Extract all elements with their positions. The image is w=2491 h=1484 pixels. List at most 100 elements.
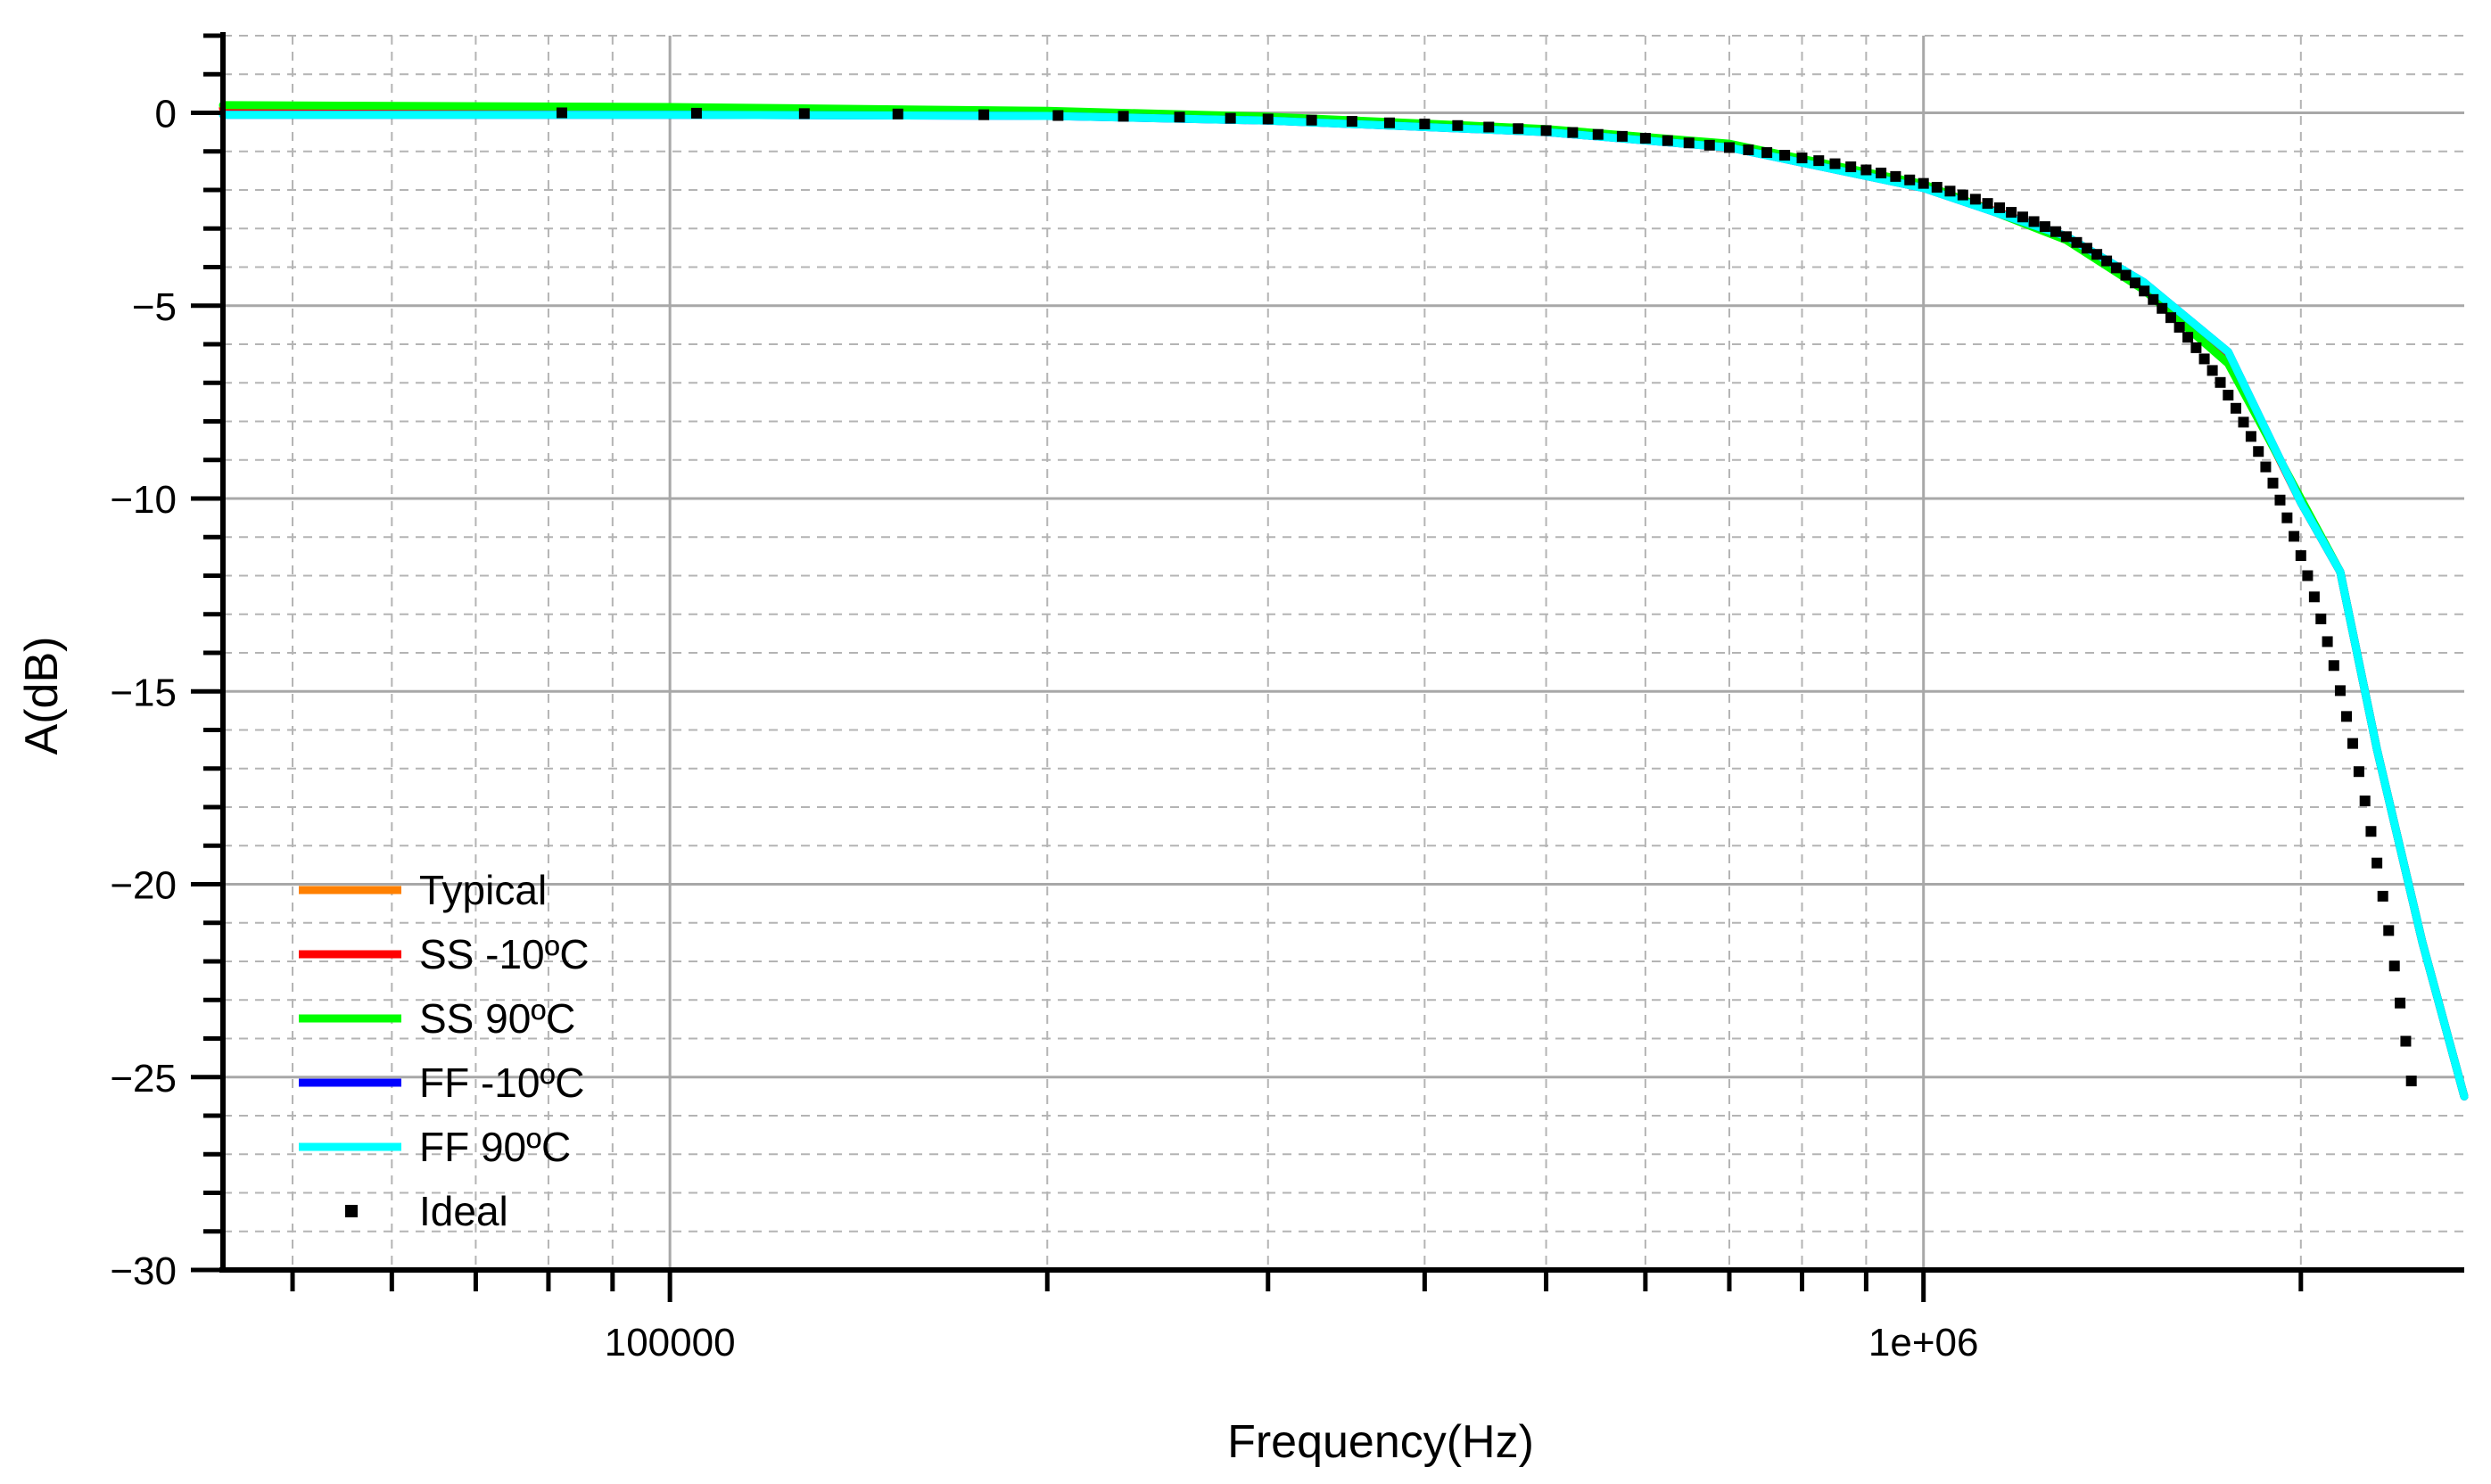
legend-item: Ideal	[345, 1188, 508, 1234]
data-point	[1306, 114, 1317, 126]
data-point	[2139, 285, 2150, 297]
data-point	[2388, 960, 2400, 972]
data-point	[2377, 890, 2388, 902]
data-point	[1944, 186, 1956, 197]
data-point	[2302, 570, 2314, 581]
data-point	[2371, 857, 2383, 869]
data-point	[1703, 139, 1715, 151]
data-point	[690, 107, 702, 119]
data-point	[2230, 402, 2241, 414]
data-point	[1683, 137, 1695, 149]
data-point	[1052, 110, 1064, 121]
data-point	[2281, 512, 2293, 524]
data-point	[2253, 446, 2264, 458]
data-point	[1829, 158, 1841, 169]
data-point	[2245, 431, 2256, 442]
data-point	[2347, 738, 2358, 749]
data-point	[2028, 216, 2040, 227]
legend: Typical SS -10ºC SS 90ºC FF -10ºC FF 90ºC Ide…	[299, 867, 590, 1234]
y-tick-label: 0	[155, 93, 177, 136]
data-point	[1346, 116, 1357, 128]
data-point	[1118, 111, 1129, 122]
legend-item: Typical	[299, 867, 547, 913]
y-tick-label: −15	[110, 671, 177, 714]
legend-label: FF -10ºC	[419, 1059, 584, 1106]
data-point	[1174, 111, 1185, 123]
data-point	[1743, 144, 1754, 156]
data-point	[2190, 342, 2202, 353]
y-tick-label: −30	[110, 1249, 177, 1293]
legend-item: FF -10ºC	[299, 1059, 584, 1106]
data-point	[1452, 120, 1464, 131]
data-point	[2148, 293, 2159, 305]
legend-swatch	[345, 1205, 358, 1217]
data-point	[1931, 181, 1942, 193]
x-axis-title: Frequency(Hz)	[1227, 1416, 1534, 1468]
data-point	[1904, 174, 1916, 186]
data-point	[2101, 255, 2113, 267]
data-point	[2071, 236, 2083, 248]
data-point	[1813, 155, 1825, 167]
data-point	[2198, 353, 2210, 365]
data-point	[2006, 207, 2017, 218]
data-point	[1567, 127, 1579, 138]
data-point	[1779, 150, 1791, 161]
data-point	[2289, 531, 2300, 542]
data-point	[2267, 477, 2279, 489]
data-point	[1957, 189, 1968, 201]
data-point	[2017, 211, 2028, 223]
data-point	[1890, 170, 1901, 182]
legend-label: FF 90ºC	[419, 1124, 571, 1170]
y-tick-label: −25	[110, 1057, 177, 1101]
data-point	[2091, 249, 2103, 260]
legend-item: FF 90ºC	[299, 1124, 571, 1170]
data-point	[2173, 321, 2185, 333]
data-point	[2206, 365, 2218, 376]
data-point	[2060, 231, 2072, 243]
data-point	[892, 108, 903, 120]
data-point	[1513, 123, 1524, 135]
data-point	[1994, 202, 2006, 213]
y-tick-label: −10	[110, 478, 177, 522]
data-point	[2353, 766, 2364, 778]
data-point	[2405, 1076, 2417, 1087]
data-point	[1860, 164, 1872, 176]
data-point	[1419, 119, 1431, 130]
data-point	[2295, 550, 2306, 562]
data-point	[2315, 613, 2327, 624]
legend-label: SS -10ºC	[419, 931, 590, 977]
data-point	[1982, 198, 1993, 210]
data-point	[1540, 125, 1552, 136]
data-point	[1845, 161, 1857, 173]
data-point	[2383, 925, 2395, 936]
data-point	[2050, 226, 2061, 237]
data-point	[2182, 332, 2194, 343]
data-point	[2129, 277, 2140, 289]
data-point	[1662, 135, 1673, 146]
y-tick-label: −5	[132, 285, 177, 329]
data-point	[1592, 128, 1604, 140]
x-tick-label: 1e+06	[1868, 1321, 1979, 1364]
legend-label: Typical	[419, 867, 547, 913]
data-point	[1616, 130, 1628, 142]
data-point	[2322, 636, 2333, 647]
data-point	[2238, 416, 2249, 428]
series-group	[219, 101, 2469, 1101]
data-point	[2308, 591, 2320, 603]
data-point	[2341, 711, 2353, 722]
data-point	[1723, 142, 1735, 153]
data-point	[1796, 153, 1808, 164]
data-point	[1383, 117, 1395, 128]
data-point	[2039, 221, 2050, 233]
data-point	[1225, 112, 1236, 124]
data-point	[2157, 302, 2168, 314]
data-point	[1761, 147, 1773, 159]
data-point	[2165, 312, 2176, 324]
data-point	[2215, 376, 2226, 388]
data-point	[2110, 262, 2122, 274]
data-point	[2365, 826, 2377, 837]
data-point	[1262, 113, 1274, 125]
legend-item: SS -10ºC	[299, 931, 590, 977]
data-point	[1918, 177, 1929, 189]
